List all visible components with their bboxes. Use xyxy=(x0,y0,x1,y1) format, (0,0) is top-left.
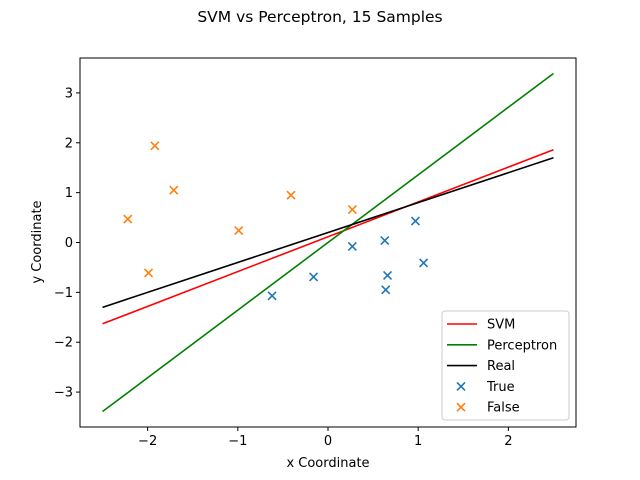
marker-stroke xyxy=(381,285,391,295)
marker-stroke xyxy=(169,185,179,195)
point-true xyxy=(347,241,357,252)
x-tick-label: −2 xyxy=(138,434,157,449)
marker-stroke xyxy=(456,402,466,412)
marker-stroke xyxy=(123,214,133,224)
point-true xyxy=(267,291,277,301)
point-false xyxy=(234,225,244,236)
point-false xyxy=(150,141,160,151)
legend-label-svm: SVM xyxy=(487,318,515,333)
point-true xyxy=(381,285,391,295)
scatter-layer xyxy=(123,141,429,301)
point-false xyxy=(123,214,133,224)
x-tick-label: 0 xyxy=(324,434,332,449)
point-false xyxy=(286,190,296,200)
point-false xyxy=(143,268,154,278)
marker-stroke xyxy=(347,241,357,252)
x-tick-label: 1 xyxy=(414,434,422,449)
x-tick-label: 2 xyxy=(504,434,512,449)
x-tick-label: −1 xyxy=(228,434,247,449)
y-tick-label: 1 xyxy=(65,186,73,201)
x-axis-label: x Coordinate xyxy=(286,456,369,471)
marker-stroke xyxy=(382,270,393,280)
y-tick-label: −1 xyxy=(54,286,73,301)
plot-area: −2 −1 0 1 2 −3 −2 −1 0 1 2 3 xyxy=(54,57,577,449)
y-ticks: −3 −2 −1 0 1 2 3 xyxy=(54,86,80,401)
y-tick-label: 2 xyxy=(65,136,73,151)
y-tick-label: 3 xyxy=(65,86,73,101)
y-axis-label: y Coordinate xyxy=(30,200,45,283)
point-false xyxy=(169,185,179,195)
legend-box xyxy=(441,310,570,421)
marker-stroke xyxy=(286,190,296,200)
legend-label-true: True xyxy=(486,380,515,395)
legend-label-real: Real xyxy=(487,359,515,374)
legend-swatch-true xyxy=(456,381,466,391)
legend: SVM Perceptron Real True False xyxy=(441,310,570,421)
legend-items: SVM Perceptron Real True False xyxy=(447,318,557,416)
marker-stroke xyxy=(143,268,154,278)
marker-stroke xyxy=(150,141,160,151)
marker-stroke xyxy=(267,291,277,301)
point-true xyxy=(382,270,393,280)
marker-stroke xyxy=(234,225,244,236)
y-tick-label: 0 xyxy=(65,236,73,251)
marker-stroke xyxy=(410,216,421,226)
line-svm xyxy=(102,149,554,325)
point-true xyxy=(410,216,421,226)
line-perceptron xyxy=(102,72,554,413)
x-ticks: −2 −1 0 1 2 xyxy=(138,427,513,449)
marker-stroke xyxy=(419,258,429,268)
marker-stroke xyxy=(309,272,319,282)
point-true xyxy=(380,235,390,246)
chart-title: SVM vs Perceptron, 15 Samples xyxy=(197,8,442,26)
legend-label-perceptron: Perceptron xyxy=(487,338,557,353)
legend-label-false: False xyxy=(487,401,520,416)
y-tick-label: −3 xyxy=(54,386,73,401)
y-tick-label: −2 xyxy=(54,336,73,351)
marker-stroke xyxy=(347,205,357,215)
marker-stroke xyxy=(456,381,466,391)
line-real xyxy=(102,156,554,309)
point-true xyxy=(419,258,429,268)
point-true xyxy=(309,272,319,282)
marker-stroke xyxy=(380,235,390,246)
lines-layer xyxy=(102,72,554,413)
point-false xyxy=(347,205,357,215)
legend-swatch-false xyxy=(456,402,466,412)
